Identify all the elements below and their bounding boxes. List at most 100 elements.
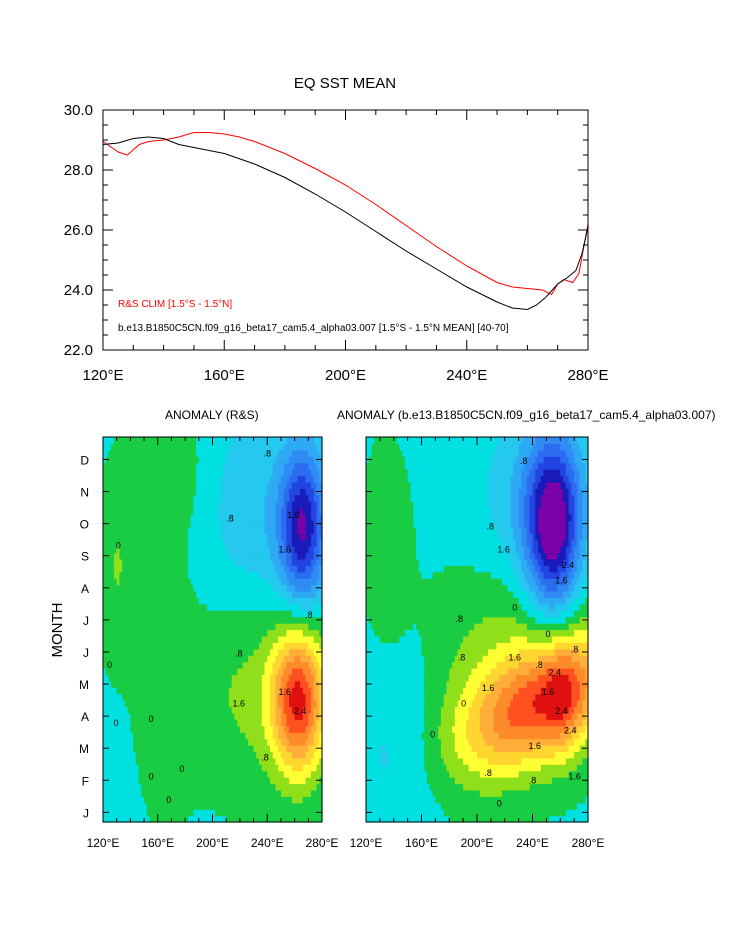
- heatmap-cell: [275, 565, 279, 573]
- heatmap-cell: [155, 616, 159, 624]
- heatmap-cell: [176, 648, 181, 656]
- heatmap-cell: [179, 789, 183, 797]
- heatmap-cell: [212, 693, 216, 701]
- heatmap-cell: [171, 623, 175, 631]
- heatmap-cell: [234, 603, 238, 611]
- heatmap-cell: [278, 700, 282, 708]
- heatmap-cell: [201, 462, 205, 470]
- heatmap-cell: [138, 481, 142, 489]
- heatmap-cell: [185, 571, 189, 579]
- heatmap-cell: [113, 655, 118, 663]
- heatmap-cell: [133, 680, 137, 688]
- heatmap-cell: [130, 661, 134, 669]
- heatmap-cell: [297, 469, 301, 477]
- heatmap-cell: [105, 693, 110, 701]
- heatmap-cell: [157, 738, 162, 746]
- heatmap-cell: [278, 565, 282, 573]
- heatmap-cell: [152, 526, 156, 534]
- heatmap-cell: [261, 687, 266, 695]
- heatmap-cell: [160, 565, 164, 573]
- heatmap-cell: [182, 802, 186, 810]
- heatmap-cell: [256, 546, 260, 554]
- heatmap-cell: [160, 475, 164, 483]
- heatmap-cell: [168, 802, 173, 810]
- heatmap-cell: [313, 732, 318, 740]
- heatmap-cell: [130, 745, 134, 753]
- heatmap-cell: [316, 507, 320, 515]
- heatmap-cell: [111, 680, 115, 688]
- heatmap-cell: [275, 796, 279, 804]
- heatmap-cell: [201, 732, 205, 740]
- heatmap-cell: [302, 674, 307, 682]
- heatmap-cell: [272, 732, 277, 740]
- heatmap-cell: [176, 520, 181, 528]
- heatmap-cell: [283, 764, 288, 772]
- heatmap-cell: [226, 629, 230, 637]
- heatmap-cell: [297, 661, 301, 669]
- heatmap-cell: [311, 520, 315, 528]
- heatmap-cell: [245, 616, 249, 624]
- heatmap-cell: [253, 668, 257, 676]
- heatmap-cell: [267, 546, 271, 554]
- heatmap-cell: [152, 642, 156, 650]
- heatmap-cell: [256, 706, 260, 714]
- heatmap-cell: [168, 571, 173, 579]
- heatmap-cell: [138, 616, 142, 624]
- heatmap-cell: [259, 591, 263, 599]
- heatmap-cell: [204, 456, 208, 464]
- heatmap-cell: [174, 623, 178, 631]
- heatmap-cell: [308, 725, 312, 733]
- heatmap-cell: [283, 552, 288, 560]
- heatmap-cell: [215, 674, 219, 682]
- heatmap-cell: [313, 565, 318, 573]
- heatmap-cell: [212, 745, 216, 753]
- heatmap-cell: [256, 616, 260, 624]
- heatmap-cell: [108, 693, 112, 701]
- heatmap-cell: [237, 745, 241, 753]
- heatmap-cell: [149, 745, 153, 753]
- heatmap-cell: [302, 687, 307, 695]
- heatmap-cell: [103, 706, 107, 714]
- heatmap-cell: [179, 603, 183, 611]
- heatmap-cell: [193, 745, 197, 753]
- heatmap-cell: [311, 764, 315, 772]
- heatmap-cell: [242, 680, 246, 688]
- heatmap-cell: [111, 687, 115, 695]
- heatmap-cell: [305, 494, 309, 502]
- heatmap-cell: [152, 610, 156, 618]
- heatmap-cell: [174, 616, 178, 624]
- heatmap-cell: [144, 552, 148, 560]
- heatmap-cell: [267, 533, 271, 541]
- heatmap-cell: [124, 700, 129, 708]
- heatmap-cell: [294, 584, 298, 592]
- heatmap-cell: [207, 546, 211, 554]
- heatmap-cell: [193, 526, 197, 534]
- heatmap-cell: [313, 783, 318, 791]
- heatmap-cell: [231, 635, 235, 643]
- heatmap-cell: [165, 629, 170, 637]
- heatmap-cell: [174, 443, 178, 451]
- heatmap-cell: [105, 706, 110, 714]
- heatmap-cell: [133, 623, 137, 631]
- heatmap-cell: [207, 712, 211, 720]
- heatmap-cell: [207, 533, 211, 541]
- heatmap-cell: [300, 481, 304, 489]
- heatmap-cell: [245, 526, 249, 534]
- heatmap-cell: [212, 777, 216, 785]
- heatmap-cell: [250, 475, 255, 483]
- heatmap-cell: [253, 565, 257, 573]
- heatmap-cell: [237, 680, 241, 688]
- heatmap-cell: [234, 546, 238, 554]
- heatmap-cell: [250, 514, 255, 522]
- heatmap-cell: [316, 475, 320, 483]
- heatmap-cell: [259, 546, 263, 554]
- heatmap-cell: [187, 437, 192, 445]
- heatmap-cell: [113, 796, 118, 804]
- heatmap-cell: [283, 745, 288, 753]
- heatmap-cell: [311, 456, 315, 464]
- heatmap-cell: [275, 610, 279, 618]
- heatmap-cell: [220, 655, 225, 663]
- heatmap-cell: [187, 719, 192, 727]
- heatmap-cell: [300, 706, 304, 714]
- heatmap-cell: [113, 437, 118, 445]
